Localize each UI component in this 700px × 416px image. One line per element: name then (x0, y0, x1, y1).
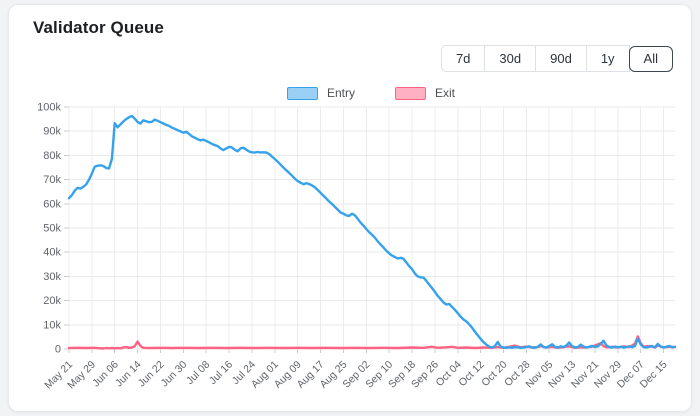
x-axis-label: Jul 16 (207, 359, 235, 387)
x-axis-label: Jul 08 (184, 359, 212, 387)
y-axis-label: 50k (43, 223, 61, 235)
entry-legend-label: Entry (326, 86, 355, 100)
y-axis-label: 80k (43, 150, 61, 162)
range-button-30d[interactable]: 30d (484, 45, 537, 72)
y-axis-label: 0 (55, 344, 61, 356)
y-axis-label: 60k (43, 198, 61, 210)
y-axis-label: 30k (43, 271, 61, 283)
chart-legend: Entry Exit (9, 86, 700, 100)
validator-queue-card: Validator Queue 7d 30d 90d 1y All Entry Exit… (8, 4, 692, 412)
y-axis-label: 20k (43, 295, 61, 307)
range-button-all[interactable]: All (628, 45, 673, 72)
y-axis-label: 90k (43, 126, 61, 138)
y-axis-label: 70k (43, 174, 61, 186)
time-range-button-group: 7d 30d 90d 1y All (440, 45, 673, 72)
exit-line (67, 335, 677, 350)
entry-line (67, 114, 677, 350)
range-button-1y[interactable]: 1y (585, 45, 630, 72)
legend-item-exit[interactable]: Exit (395, 86, 455, 100)
legend-item-entry[interactable]: Entry (286, 86, 355, 100)
exit-legend-swatch (395, 86, 426, 100)
x-axis-label: Jun 30 (159, 359, 190, 390)
y-axis-labels: 0 10k 20k 30k 40k 50k 60k 70k 80k 90k 100k (37, 102, 61, 356)
page-title: Validator Queue (33, 18, 164, 37)
exit-legend-label: Exit (435, 86, 456, 100)
y-axis-label: 10k (43, 319, 61, 331)
y-axis-label: 40k (43, 247, 61, 259)
y-axis-label: 100k (37, 102, 61, 114)
range-button-90d[interactable]: 90d (535, 45, 587, 72)
entry-legend-swatch (286, 86, 318, 100)
range-button-7d[interactable]: 7d (440, 45, 486, 72)
